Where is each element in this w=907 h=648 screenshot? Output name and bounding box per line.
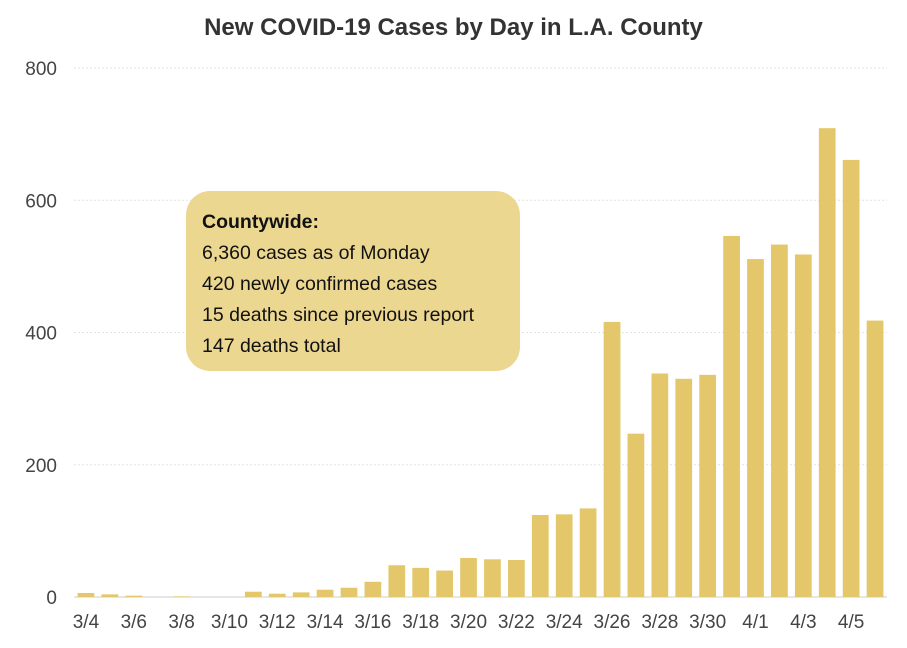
bar-3-30 [699, 374, 717, 597]
bar-3-21 [484, 559, 501, 597]
x-axis-ticks: 3/4 3/6 3/8 3/10 3/12 3/14 3/16 3/18 3/20 3/22 3/2… [73, 612, 865, 633]
x-tick-label: 3/6 [121, 612, 147, 633]
bar-3-13 [292, 592, 310, 597]
x-tick-label: 4/3 [790, 612, 816, 633]
bar-3-8 [173, 596, 190, 597]
y-tick-label: 0 [46, 588, 57, 609]
annotation-heading: Countywide: [202, 211, 319, 233]
bar-3-6 [125, 595, 143, 597]
y-tick-label: 800 [25, 59, 57, 80]
x-tick-label: 3/28 [641, 612, 678, 633]
x-tick-label: 3/26 [594, 612, 631, 633]
bar-3-5 [101, 594, 119, 597]
x-tick-label: 3/16 [354, 612, 391, 633]
countywide-annotation: Countywide: 6,360 cases as of Monday 420… [186, 191, 520, 371]
bar-3-16 [364, 581, 382, 597]
x-tick-label: 3/4 [73, 612, 100, 633]
y-tick-label: 400 [25, 324, 57, 345]
x-tick-label: 3/30 [689, 612, 726, 633]
bar-3-14 [316, 589, 334, 597]
annotation-line: 147 deaths total [202, 335, 341, 357]
bar-4-1 [747, 259, 764, 597]
chart-title: New COVID-19 Cases by Day in L.A. County [204, 14, 703, 41]
x-tick-label: 4/1 [742, 612, 768, 633]
annotation-line: 6,360 cases as of Monday [202, 242, 430, 264]
bar-3-27 [627, 433, 645, 597]
bar-3-29 [675, 378, 693, 597]
bar-4-5 [842, 159, 860, 597]
bar-4-2 [771, 244, 788, 597]
x-tick-label: 3/20 [450, 612, 487, 633]
y-tick-label: 600 [25, 191, 57, 212]
bar-4-4 [818, 128, 836, 597]
x-tick-label: 3/22 [498, 612, 535, 633]
x-tick-label: 3/10 [211, 612, 248, 633]
bars [77, 128, 884, 597]
bar-3-12 [268, 593, 286, 597]
bar-3-25 [579, 508, 597, 597]
bar-3-22 [507, 559, 525, 597]
bar-3-4 [77, 593, 95, 597]
x-tick-label: 3/14 [307, 612, 344, 633]
bar-3-15 [340, 587, 358, 597]
bar-4-3 [794, 254, 812, 597]
bar-3-20 [460, 557, 477, 597]
y-tick-label: 200 [25, 456, 57, 477]
bar-3-19 [436, 570, 454, 597]
annotation-line: 420 newly confirmed cases [202, 273, 438, 295]
y-axis-ticks: 0 200 400 600 800 [25, 59, 57, 609]
x-tick-label: 4/5 [838, 612, 864, 633]
bar-3-24 [555, 514, 573, 597]
bar-3-23 [531, 515, 549, 597]
bar-3-26 [603, 321, 621, 597]
bar-3-18 [412, 567, 430, 597]
bar-4-6 [866, 320, 884, 597]
bar-3-17 [388, 565, 406, 597]
bar-3-31 [723, 235, 740, 597]
x-tick-label: 3/8 [168, 612, 194, 633]
x-tick-label: 3/18 [402, 612, 439, 633]
x-tick-label: 3/24 [546, 612, 583, 633]
bar-3-11 [244, 591, 262, 597]
bar-3-28 [651, 373, 669, 597]
x-tick-label: 3/12 [259, 612, 296, 633]
annotation-line: 15 deaths since previous report [202, 304, 475, 326]
